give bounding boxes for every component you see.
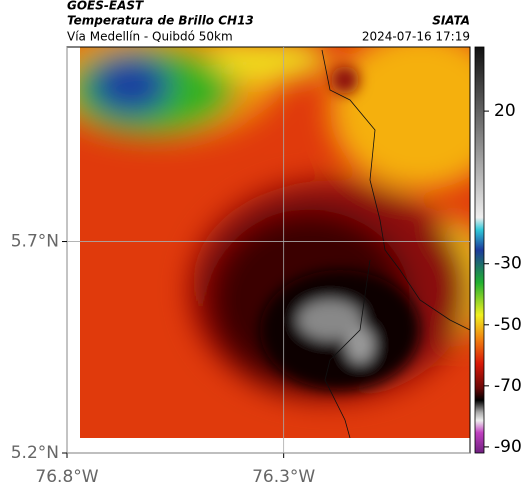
colorbar-tick-label: -90: [494, 437, 522, 457]
colorbar: [474, 46, 485, 454]
source: SIATA: [432, 14, 470, 28]
x-tick-label: 76.8°W: [35, 467, 98, 487]
colorbar-tick-label: -30: [494, 254, 522, 274]
x-tick-label: 76.3°W: [252, 467, 315, 487]
route: Vía Medellín - Quibdó 50km: [67, 30, 233, 44]
colorbar-tick-label: 20: [494, 101, 516, 121]
brightness-image: [80, 47, 470, 438]
colorbar-tick-label: -50: [494, 315, 522, 335]
timestamp: 2024-07-16 17:19: [362, 30, 470, 44]
y-tick-label: 5.7°N: [11, 232, 59, 252]
title: GOES-EAST: [67, 0, 144, 13]
subtitle: Temperatura de Brillo CH13: [67, 14, 254, 28]
colorbar-tick-label: -70: [494, 376, 522, 396]
y-tick-label: 5.2°N: [11, 443, 59, 463]
